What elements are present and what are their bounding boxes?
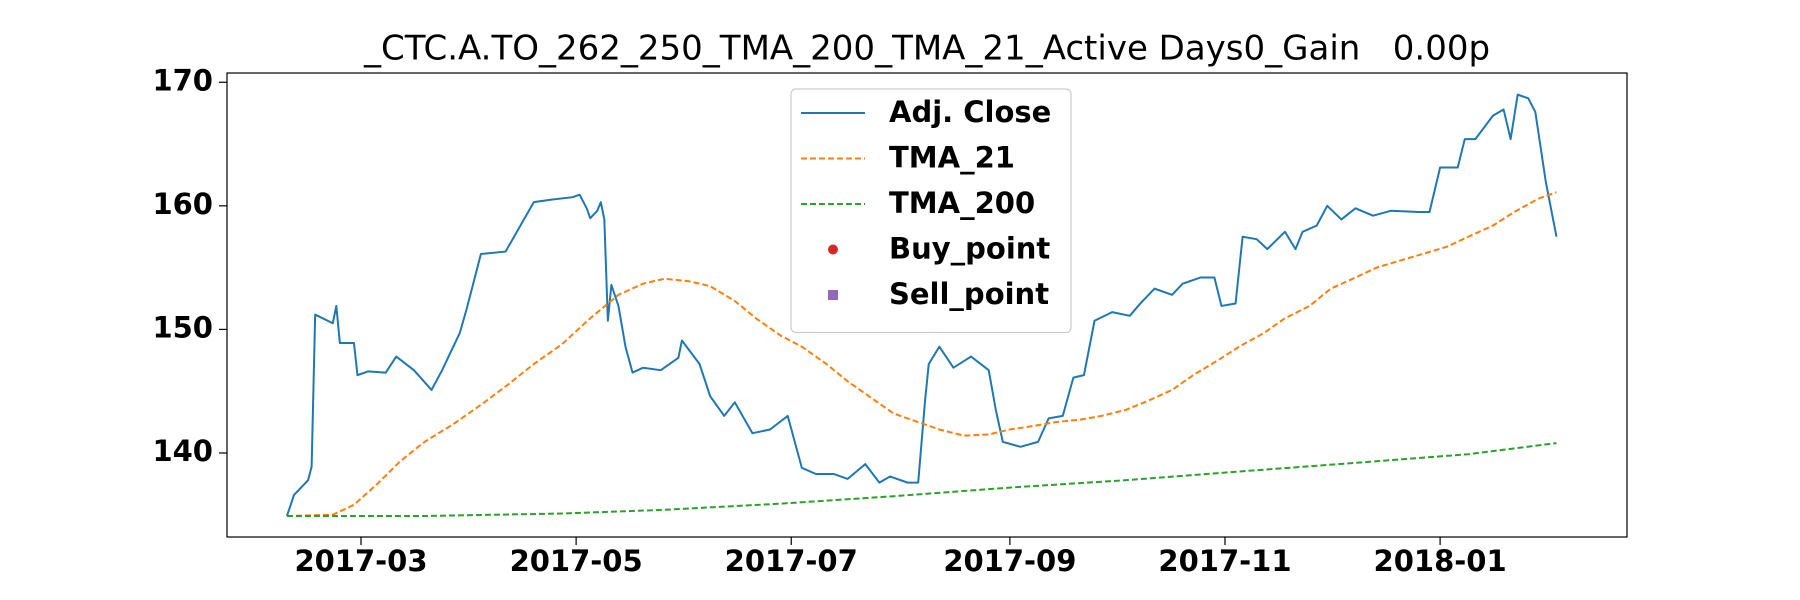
x-tick-label: 2017-09	[943, 544, 1076, 578]
legend-marker	[828, 290, 838, 300]
series-line	[286, 442, 1557, 517]
y-tick-label: 150	[152, 310, 213, 344]
legend-label: TMA_200	[889, 186, 1035, 220]
legend-label: Adj. Close	[889, 95, 1051, 129]
x-tick-label: 2017-07	[725, 544, 858, 578]
legend-label: TMA_21	[889, 141, 1015, 175]
plot-frame	[226, 72, 1628, 538]
legend-label: Buy_point	[889, 232, 1050, 266]
y-tick-label: 140	[152, 434, 213, 468]
x-tick-label: 2017-11	[1158, 544, 1291, 578]
legend-box	[790, 88, 1072, 334]
y-tick-label: 170	[152, 63, 213, 97]
x-tick-label: 2018-01	[1374, 544, 1507, 578]
y-tick-label: 160	[152, 187, 213, 221]
legend: Adj. Close TMA_21 TMA_200 Buy_point Sell_poi…	[790, 88, 1072, 334]
legend-label: Sell_point	[889, 277, 1049, 311]
x-tick-label: 2017-03	[294, 544, 427, 578]
chart-title: _CTC.A.TO_262_250_TMA_200_TMA_21_Active …	[363, 29, 1490, 69]
series-line	[286, 93, 1558, 517]
legend-marker	[828, 244, 838, 255]
series-line	[286, 191, 1557, 517]
x-tick-label: 2017-05	[510, 544, 643, 578]
